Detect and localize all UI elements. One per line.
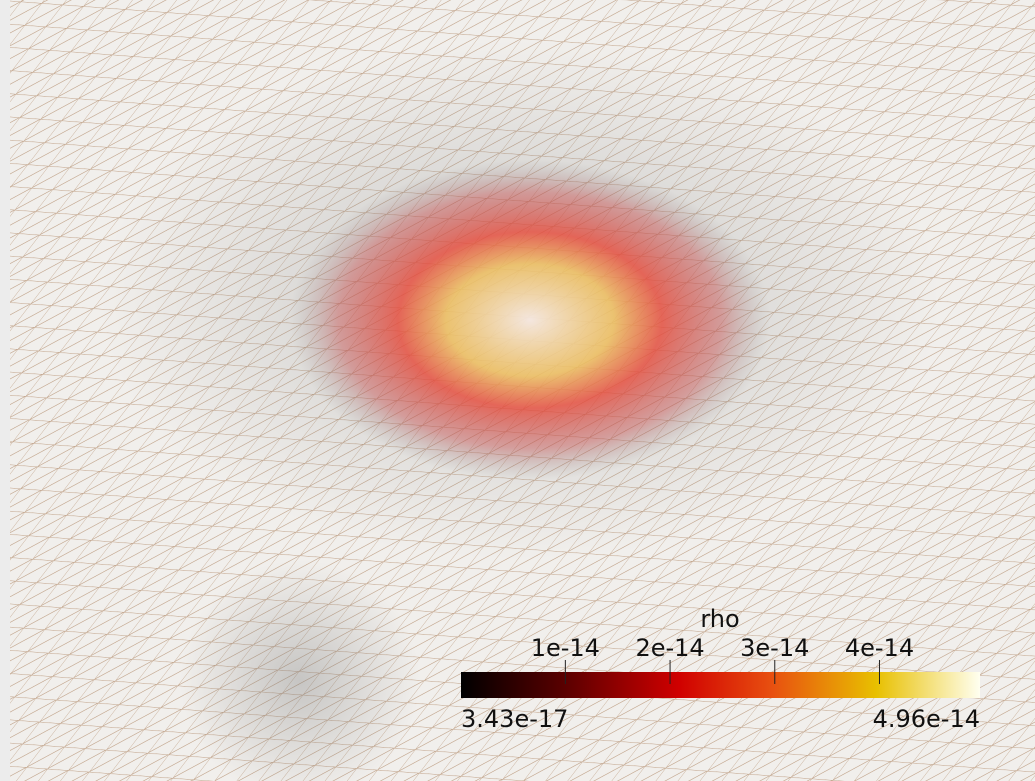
tick-label: 4e-14 — [845, 634, 914, 662]
tick-label: 1e-14 — [531, 634, 600, 662]
render-view: rho 3.43e-17 4.96e-14 1e-14 2e-14 3e-14 4e-… — [0, 0, 1035, 781]
density-blob — [290, 160, 770, 480]
range-min-label: 3.43e-17 — [461, 705, 568, 733]
range-max-label: 4.96e-14 — [873, 705, 980, 733]
tick-label: 3e-14 — [740, 634, 809, 662]
tick-label: 2e-14 — [635, 634, 704, 662]
color-bar — [461, 672, 980, 698]
page: rho 3.43e-17 4.96e-14 1e-14 2e-14 3e-14 4e-… — [0, 0, 1035, 781]
legend-title: rho — [700, 605, 739, 633]
